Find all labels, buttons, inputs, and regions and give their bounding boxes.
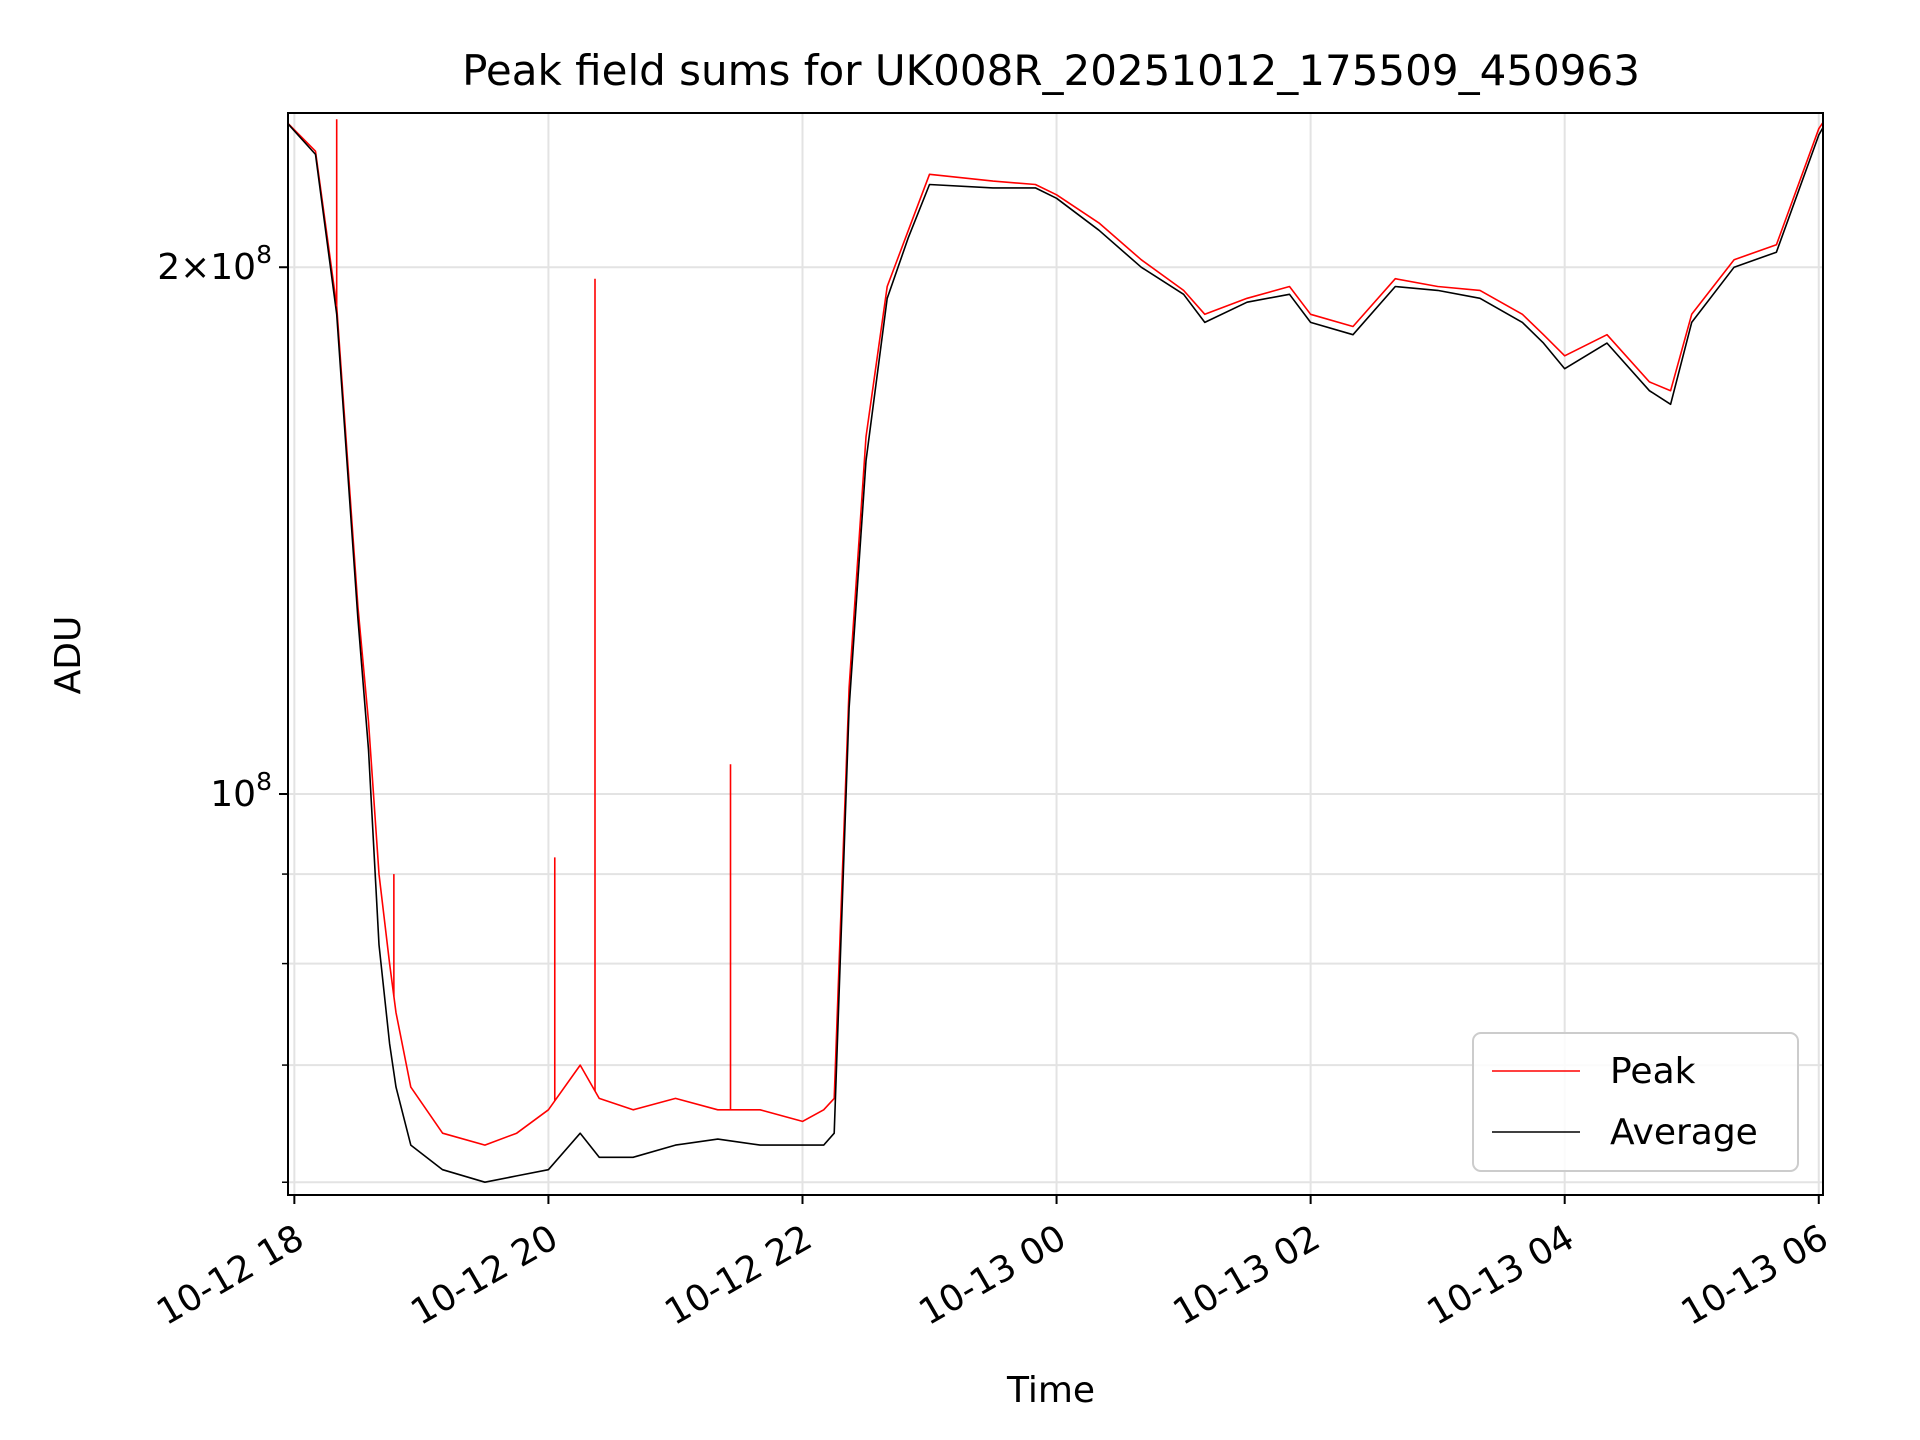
chart-title: Peak field sums for UK008R_20251012_1755… bbox=[462, 46, 1640, 95]
y-axis-label: ADU bbox=[48, 616, 89, 695]
legend-box bbox=[1472, 1032, 1799, 1172]
series-layer bbox=[288, 119, 1823, 1183]
grid bbox=[288, 113, 1823, 1195]
y-tick-label: 2×108 bbox=[157, 240, 272, 288]
plot-frame bbox=[287, 112, 1824, 1196]
y-tick-label: 108 bbox=[210, 767, 272, 815]
y-axis: 108 2×108 bbox=[157, 240, 288, 1183]
series-line-average bbox=[288, 122, 1823, 1183]
series-line-peak bbox=[288, 121, 1823, 1146]
legend: Peak Average bbox=[1472, 1032, 1799, 1172]
x-axis-label: Time bbox=[1006, 1370, 1095, 1411]
legend-label-average: Average bbox=[1610, 1112, 1758, 1153]
legend-label-peak: Peak bbox=[1610, 1051, 1696, 1092]
